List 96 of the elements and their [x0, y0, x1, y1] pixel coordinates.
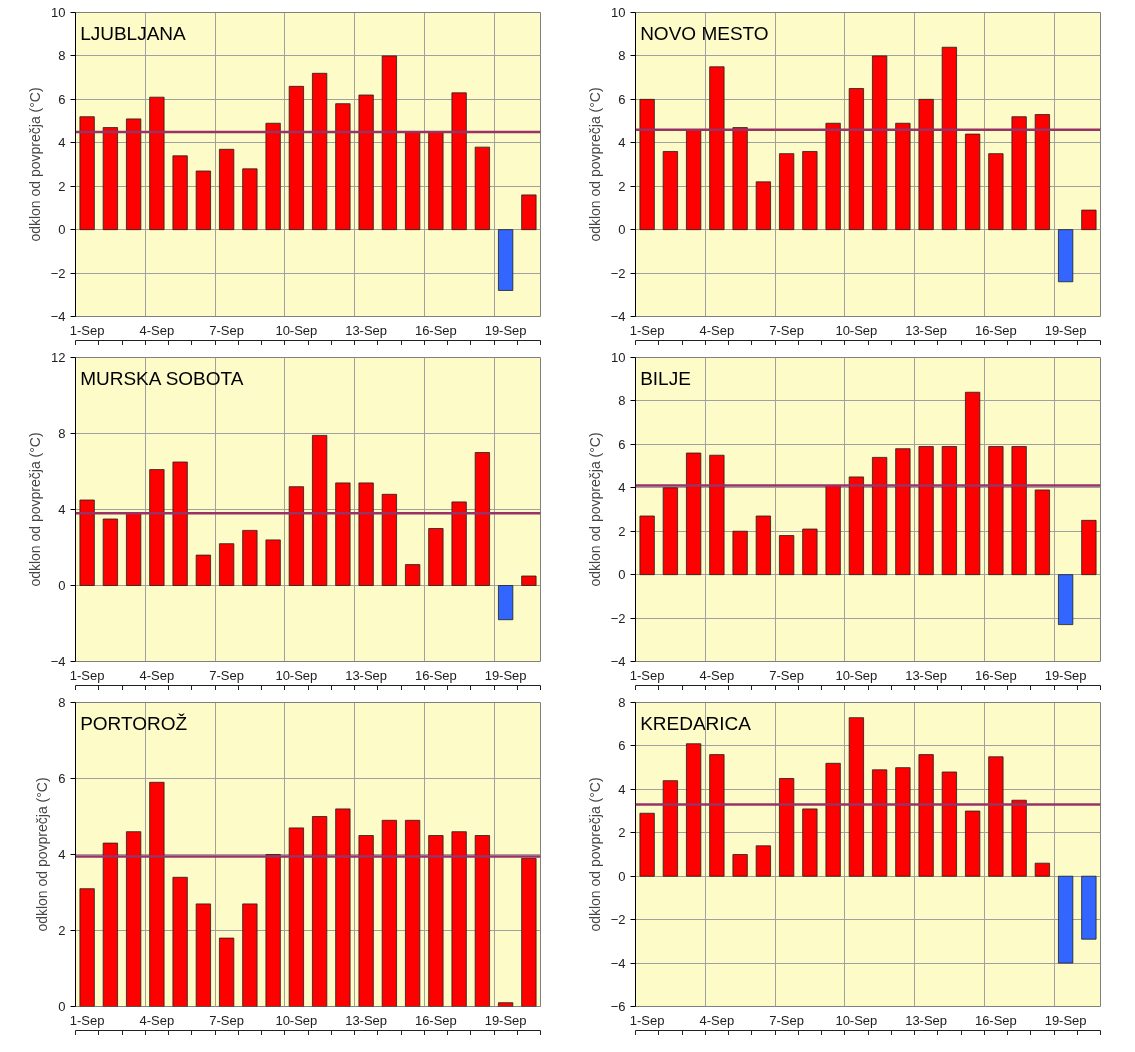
y-tick-label: 0: [618, 868, 626, 884]
x-tick-label: 19-Sep: [484, 1012, 527, 1028]
y-tick-label: 8: [618, 48, 626, 64]
y-tick-label: 4: [58, 502, 66, 517]
y-tick-label: 0: [58, 999, 66, 1014]
y-axis-title: odklon od povprečja (°C): [26, 87, 43, 242]
y-tick-label: −4: [50, 654, 66, 669]
y-tick-label: 6: [618, 91, 626, 107]
y-tick-label: −4: [610, 309, 626, 324]
x-tick-label: 4-Sep: [139, 322, 175, 338]
y-tick-label: 2: [58, 178, 66, 194]
y-tick-label: 6: [58, 771, 66, 786]
x-tick-label: 4-Sep: [699, 1012, 735, 1028]
x-tick-label: 10-Sep: [275, 322, 318, 338]
x-tick-label: 16-Sep: [974, 322, 1017, 338]
y-tick-label: 8: [618, 393, 626, 409]
y-tick-label: −4: [610, 955, 626, 971]
x-tick-label: 1-Sep: [69, 1012, 105, 1028]
x-tick-label: 13-Sep: [345, 322, 388, 338]
x-tick-label: 1-Sep: [629, 1012, 665, 1028]
x-tick-label: 7-Sep: [769, 1012, 804, 1028]
text: PORTOROŽ: [80, 713, 188, 735]
y-axis-title: odklon od povprečja (°C): [586, 432, 603, 587]
x-tick-label: 7-Sep: [769, 322, 804, 338]
x-tick-label: 4-Sep: [699, 667, 735, 683]
x-tick-label: 7-Sep: [209, 667, 244, 683]
y-axis-title: odklon od povprečja (°C): [26, 432, 43, 587]
y-tick-label: 2: [618, 825, 626, 841]
x-tick-label: 13-Sep: [905, 322, 948, 338]
y-tick-label: 8: [58, 48, 66, 64]
x-tick-label: 13-Sep: [345, 667, 388, 683]
y-tick-label: −2: [50, 265, 66, 281]
x-tick-label: 4-Sep: [139, 667, 175, 683]
x-tick-label: 19-Sep: [484, 322, 527, 338]
x-tick-label: 19-Sep: [1044, 667, 1087, 683]
text: BILJE: [640, 368, 691, 390]
y-tick-label: −2: [610, 912, 626, 928]
y-tick-label: −2: [610, 610, 626, 626]
x-tick-label: 16-Sep: [414, 667, 457, 683]
y-tick-label: 0: [618, 222, 626, 238]
y-tick-label: 8: [58, 695, 66, 710]
text: MURSKA SOBOTA: [80, 368, 244, 390]
y-tick-label: 10: [611, 350, 626, 365]
x-tick-label: 1-Sep: [629, 667, 665, 683]
x-tick-label: 1-Sep: [69, 322, 105, 338]
x-tick-label: 16-Sep: [414, 322, 457, 338]
y-tick-label: 2: [618, 178, 626, 194]
x-tick-label: 16-Sep: [974, 1012, 1017, 1028]
y-tick-label: 8: [618, 695, 626, 710]
x-tick-label: 19-Sep: [484, 667, 527, 683]
y-tick-label: 10: [51, 5, 66, 20]
y-tick-label: 4: [58, 135, 66, 151]
text: LJUBLJANA: [80, 23, 187, 45]
x-tick-label: 13-Sep: [345, 1012, 388, 1028]
x-tick-label: 10-Sep: [835, 1012, 878, 1028]
x-tick-label: 7-Sep: [209, 322, 244, 338]
x-tick-label: 10-Sep: [275, 667, 318, 683]
y-tick-label: 10: [611, 5, 626, 20]
y-tick-label: −4: [610, 654, 626, 669]
y-tick-label: 0: [58, 578, 66, 593]
x-tick-label: 4-Sep: [699, 322, 735, 338]
x-tick-label: 16-Sep: [414, 1012, 457, 1028]
y-tick-label: 0: [58, 222, 66, 238]
y-tick-label: 6: [618, 738, 626, 754]
x-tick-label: 1-Sep: [629, 322, 665, 338]
y-tick-label: 6: [58, 91, 66, 107]
text: NOVO MESTO: [640, 23, 769, 45]
x-tick-label: 19-Sep: [1044, 1012, 1087, 1028]
y-axis-title: odklon od povprečja (°C): [586, 87, 603, 242]
x-tick-label: 13-Sep: [905, 1012, 948, 1028]
y-tick-label: −6: [610, 999, 626, 1014]
x-tick-label: 10-Sep: [275, 1012, 318, 1028]
y-axis-title: odklon od povprečja (°C): [586, 777, 603, 932]
y-tick-label: 2: [58, 923, 66, 938]
x-tick-label: 19-Sep: [1044, 322, 1087, 338]
x-tick-label: 7-Sep: [769, 667, 804, 683]
text: KREDARICA: [640, 713, 752, 735]
x-tick-label: 4-Sep: [139, 1012, 175, 1028]
y-tick-label: 6: [618, 436, 626, 452]
y-tick-label: −4: [50, 309, 66, 324]
x-tick-label: 13-Sep: [905, 667, 948, 683]
y-axis-title: odklon od povprečja (°C): [34, 777, 51, 932]
y-tick-label: 12: [51, 350, 66, 365]
x-tick-label: 7-Sep: [209, 1012, 244, 1028]
y-tick-label: 4: [58, 847, 66, 862]
y-tick-label: 0: [618, 567, 626, 583]
y-tick-label: 8: [58, 426, 66, 441]
y-tick-label: −2: [610, 265, 626, 281]
x-tick-label: 1-Sep: [69, 667, 105, 683]
x-tick-label: 10-Sep: [835, 667, 878, 683]
y-tick-label: 4: [618, 135, 626, 151]
y-tick-label: 2: [618, 523, 626, 539]
x-tick-label: 16-Sep: [974, 667, 1017, 683]
y-tick-label: 4: [618, 781, 626, 797]
x-tick-label: 10-Sep: [835, 322, 878, 338]
y-tick-label: 4: [618, 480, 626, 496]
